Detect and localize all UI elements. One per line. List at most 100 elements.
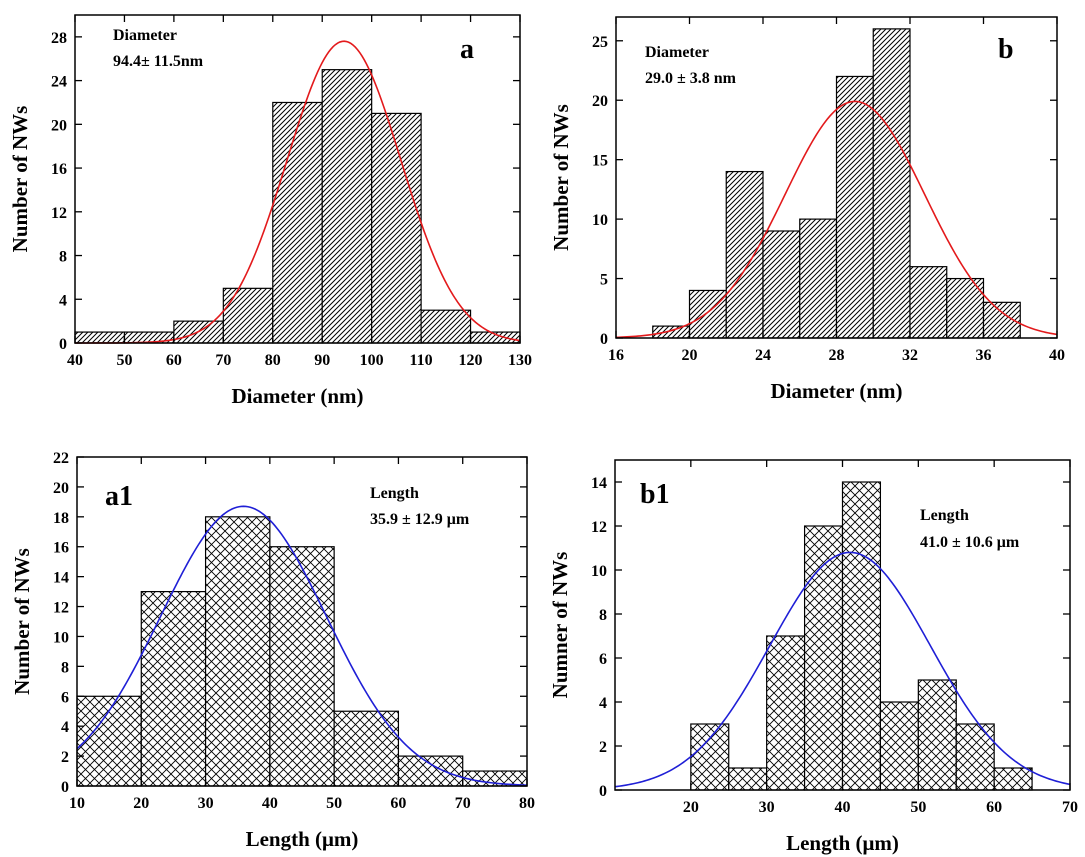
x-tick-label: 80	[265, 352, 281, 369]
annotation-value: 29.0 ± 3.8 nm	[645, 70, 737, 87]
y-tick-label: 14	[53, 570, 69, 587]
y-tick-label: 10	[53, 629, 69, 646]
x-tick-label: 90	[314, 352, 330, 369]
histogram-bar	[690, 723, 730, 791]
y-tick-label: 18	[53, 510, 69, 527]
gaussian-fit-curve	[74, 40, 521, 344]
panel-label: b	[998, 34, 1014, 65]
x-tick-label: 60	[986, 799, 1002, 816]
histogram-bar	[140, 590, 207, 787]
x-axis-title: Length (μm)	[246, 827, 359, 851]
y-tick-label: 8	[61, 659, 69, 676]
histogram-bar	[420, 309, 472, 344]
x-tick-label: 36	[976, 347, 992, 364]
histogram-bar	[955, 723, 995, 791]
annotation-value: 41.0 ± 10.6 μm	[920, 534, 1020, 551]
y-tick-label: 0	[59, 336, 67, 353]
x-tick-label: 20	[682, 347, 698, 364]
y-tick-label: 25	[592, 34, 608, 51]
annotation-value: 35.9 ± 12.9 μm	[370, 511, 470, 528]
y-tick-label: 20	[51, 117, 67, 134]
y-tick-label: 0	[61, 779, 69, 796]
x-tick-label: 40	[67, 352, 83, 369]
gaussian-fit-curve	[615, 100, 1058, 339]
x-tick-label: 70	[455, 795, 471, 812]
y-axis-title: Numner of NWs	[548, 552, 572, 699]
x-tick-label: 70	[1062, 799, 1078, 816]
y-tick-label: 0	[599, 783, 607, 800]
y-axis-title: Number of NWs	[10, 548, 34, 695]
x-tick-label: 28	[829, 347, 845, 364]
histogram-bar	[728, 767, 768, 791]
y-tick-label: 8	[599, 607, 607, 624]
x-tick-label: 100	[360, 352, 384, 369]
y-tick-label: 20	[53, 480, 69, 497]
histogram-bar	[917, 679, 957, 791]
histogram-bar	[909, 266, 948, 339]
x-axis-title: Diameter (nm)	[232, 384, 364, 408]
y-tick-label: 0	[600, 331, 608, 348]
annotation-value: 94.4± 11.5nm	[113, 53, 204, 70]
y-tick-label: 8	[59, 249, 67, 266]
x-tick-label: 110	[410, 352, 433, 369]
plot-frame	[76, 456, 528, 787]
panel-label: a1	[105, 481, 133, 512]
histogram-bar	[321, 69, 373, 344]
y-tick-label: 24	[51, 74, 67, 91]
y-tick-label: 2	[61, 749, 69, 766]
histogram-bar	[993, 767, 1033, 791]
x-tick-label: 30	[759, 799, 775, 816]
y-tick-label: 20	[592, 93, 608, 110]
x-tick-label: 24	[755, 347, 771, 364]
y-tick-label: 28	[51, 30, 67, 47]
y-tick-label: 10	[591, 563, 607, 580]
y-tick-label: 12	[591, 519, 607, 536]
annotation-title: Length	[920, 507, 969, 524]
histogram-bar	[397, 755, 464, 787]
annotation-title: Diameter	[113, 27, 177, 44]
x-tick-label: 60	[166, 352, 182, 369]
y-tick-label: 2	[599, 739, 607, 756]
y-tick-label: 16	[51, 161, 67, 178]
histogram-bar	[879, 701, 919, 791]
x-tick-label: 40	[1049, 347, 1065, 364]
x-tick-label: 80	[519, 795, 535, 812]
y-tick-label: 4	[61, 719, 69, 736]
y-tick-label: 12	[53, 600, 69, 617]
y-tick-label: 12	[51, 205, 67, 222]
x-axis-title: Length (μm)	[786, 831, 899, 855]
panel-label: b1	[640, 479, 670, 510]
x-tick-label: 120	[459, 352, 483, 369]
x-tick-label: 50	[910, 799, 926, 816]
y-tick-label: 4	[59, 292, 67, 309]
x-tick-label: 130	[508, 352, 532, 369]
histogram-bar	[841, 481, 882, 791]
x-tick-label: 60	[390, 795, 406, 812]
histogram-bar	[371, 112, 422, 344]
y-tick-label: 14	[591, 475, 607, 492]
x-tick-label: 50	[116, 352, 132, 369]
x-tick-label: 50	[326, 795, 342, 812]
annotation-title: Diameter	[645, 44, 709, 61]
x-tick-label: 20	[683, 799, 699, 816]
x-tick-label: 16	[608, 347, 624, 364]
y-tick-label: 6	[599, 651, 607, 668]
x-tick-label: 20	[133, 795, 149, 812]
y-tick-label: 6	[61, 689, 69, 706]
x-tick-label: 70	[215, 352, 231, 369]
x-tick-label: 40	[262, 795, 278, 812]
gaussian-fit-curve	[614, 551, 1071, 788]
y-tick-label: 10	[592, 212, 608, 229]
histogram-bar	[766, 635, 806, 791]
x-axis-title: Diameter (nm)	[771, 379, 903, 403]
panel-label: a	[460, 34, 474, 65]
x-tick-label: 40	[835, 799, 851, 816]
y-axis-title: Number of NWs	[549, 104, 573, 251]
y-tick-label: 4	[599, 695, 607, 712]
y-tick-label: 15	[592, 153, 608, 170]
histogram-bar	[222, 287, 274, 344]
